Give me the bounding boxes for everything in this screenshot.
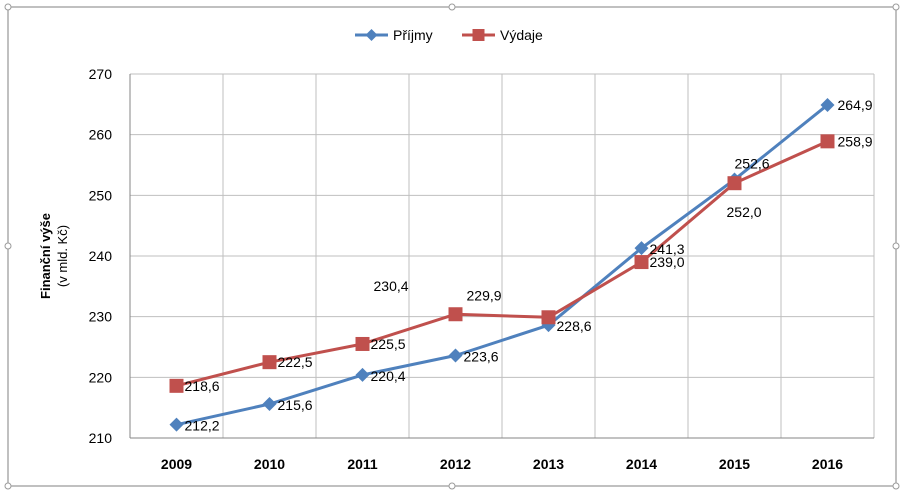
- data-label: 223,6: [464, 348, 499, 364]
- data-label: 252,6: [735, 156, 770, 172]
- y-tick-label: 210: [89, 430, 113, 446]
- data-label: 264,9: [838, 97, 873, 113]
- data-label: 241,3: [650, 241, 685, 257]
- x-tick-label: 2011: [347, 456, 378, 472]
- legend-item-prijmy: Příjmy: [355, 27, 433, 43]
- axes: 210 220 230 240 250 260 270 2009 2010 2011 2012 201…: [89, 66, 874, 472]
- data-point-square: [355, 336, 370, 351]
- legend-marker-square-icon: [472, 29, 485, 41]
- data-labels: 212,2 215,6 220,4 223,6 228,6 241,3 252,6 264,9…: [185, 97, 873, 434]
- data-point-diamond: [820, 97, 835, 112]
- y-tick-label: 260: [89, 127, 113, 143]
- data-label: 228,6: [557, 318, 592, 334]
- y-axis-sublabel: (v mld. Kč): [55, 225, 70, 287]
- y-tick-label: 240: [89, 248, 113, 264]
- y-tick-label: 250: [89, 187, 113, 203]
- data-label: 215,6: [278, 397, 313, 413]
- series-line-vydaje: [176, 139, 829, 388]
- y-tick-label: 220: [89, 369, 113, 385]
- legend-label-vydaje: Výdaje: [500, 27, 543, 43]
- chart-border: [7, 6, 897, 487]
- legend-marker-diamond-icon: [365, 29, 378, 41]
- y-axis-label: Finanční výše: [38, 213, 53, 299]
- data-point-square: [820, 134, 835, 149]
- handle-top-center[interactable]: [448, 3, 456, 11]
- data-label: 258,9: [838, 133, 873, 149]
- data-point-diamond: [448, 348, 463, 363]
- data-point-square: [727, 176, 742, 191]
- data-point-square: [448, 307, 463, 322]
- x-tick-label: 2013: [533, 456, 564, 472]
- legend-label-prijmy: Příjmy: [393, 27, 433, 43]
- handle-top-left[interactable]: [4, 3, 12, 11]
- data-point-diamond: [262, 397, 277, 412]
- data-point-square: [262, 355, 277, 370]
- x-tick-label: 2015: [719, 456, 750, 472]
- y-axis-title: Finanční výše (v mld. Kč): [38, 213, 70, 299]
- data-label: 222,5: [278, 354, 313, 370]
- data-point-diamond: [355, 367, 370, 382]
- data-point-square: [169, 378, 184, 393]
- handle-bottom-center[interactable]: [448, 482, 456, 490]
- series-line-prijmy: [176, 103, 829, 427]
- x-tick-label: 2009: [161, 456, 192, 472]
- data-label: 229,9: [467, 287, 502, 303]
- selection-handles: [4, 3, 900, 490]
- data-label: 220,4: [371, 368, 406, 384]
- handle-bottom-right[interactable]: [892, 482, 900, 490]
- legend-item-vydaje: Výdaje: [462, 27, 543, 43]
- x-tick-label: 2012: [440, 456, 471, 472]
- data-label: 225,5: [371, 336, 406, 352]
- handle-middle-right[interactable]: [892, 242, 900, 250]
- data-label: 252,0: [727, 204, 762, 220]
- handle-top-right[interactable]: [892, 3, 900, 11]
- data-point-square: [541, 310, 556, 325]
- y-tick-label: 230: [89, 309, 113, 325]
- series: [169, 97, 835, 432]
- x-tick-label: 2010: [254, 456, 285, 472]
- y-tick-label: 270: [89, 66, 113, 82]
- data-point-square: [634, 255, 649, 270]
- data-point-diamond: [169, 417, 184, 432]
- data-label: 230,4: [374, 278, 409, 294]
- legend: Příjmy Výdaje: [355, 27, 543, 43]
- handle-middle-left[interactable]: [4, 242, 12, 250]
- x-tick-label: 2016: [812, 456, 843, 472]
- data-point-diamond: [634, 241, 649, 256]
- x-tick-label: 2014: [626, 456, 657, 472]
- handle-bottom-left[interactable]: [4, 482, 12, 490]
- data-label: 212,2: [185, 418, 220, 434]
- data-label: 218,6: [185, 378, 220, 394]
- data-label: 239,0: [650, 254, 685, 270]
